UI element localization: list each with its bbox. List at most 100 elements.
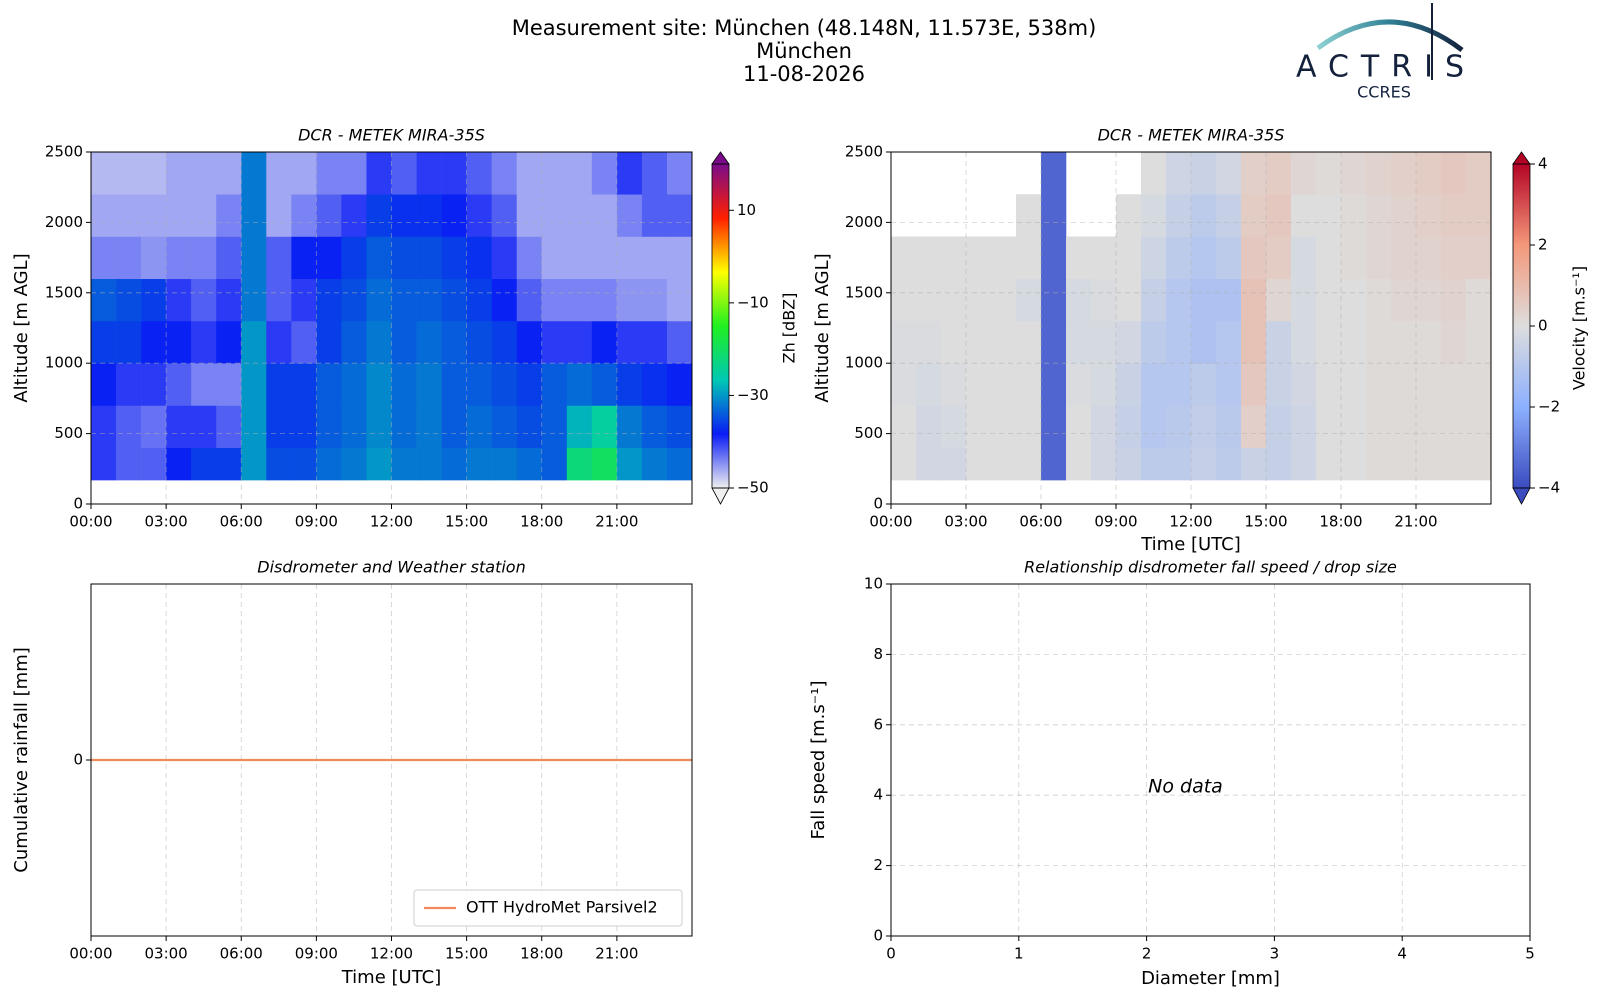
heat-cell xyxy=(141,363,167,406)
y-tick-label: 1000 xyxy=(845,354,883,372)
heat-cell xyxy=(316,363,342,406)
heat-cell xyxy=(1066,320,1092,364)
colorbar-tick-label: −50 xyxy=(737,479,769,497)
heat-cell xyxy=(166,320,192,364)
heat-cell xyxy=(941,405,967,448)
page-title: Measurement site: München (48.148N, 11.5… xyxy=(512,16,1097,40)
heat-cell xyxy=(516,447,543,481)
heat-cell xyxy=(191,447,217,481)
heat-cell xyxy=(166,447,192,481)
heat-cell xyxy=(1166,278,1192,322)
heat-cell xyxy=(1216,320,1242,364)
heat-cell xyxy=(391,320,417,364)
heat-cell xyxy=(241,152,267,195)
heat-cell xyxy=(891,278,917,322)
colorbar-extend-bottom xyxy=(711,487,730,505)
heat-cell xyxy=(1066,278,1092,322)
heat-cell xyxy=(491,363,518,406)
heat-cell xyxy=(441,363,467,406)
y-tick-label: 8 xyxy=(873,645,883,663)
heat-cell xyxy=(1116,278,1142,322)
heat-cell xyxy=(1366,278,1392,322)
heat-cell xyxy=(341,447,367,481)
y-tick-label: 4 xyxy=(873,786,883,804)
y-tick-label: 0 xyxy=(73,751,83,769)
heat-cell xyxy=(1191,152,1217,195)
heat-cell xyxy=(91,405,117,448)
heat-cell xyxy=(1366,447,1392,481)
heat-cell xyxy=(916,405,942,448)
heat-cell xyxy=(491,278,518,322)
heat-cell xyxy=(1391,236,1417,280)
heat-cell xyxy=(366,363,392,406)
heat-cell xyxy=(316,405,342,448)
heat-cell xyxy=(391,194,417,237)
heat-cell xyxy=(541,320,568,364)
heat-cell xyxy=(1416,278,1442,322)
heat-cell xyxy=(366,194,392,237)
heat-cell xyxy=(491,194,518,237)
heat-cell xyxy=(941,320,967,364)
y-tick-label: 1000 xyxy=(45,354,83,372)
heat-cell xyxy=(991,278,1017,322)
heat-cell xyxy=(991,405,1017,448)
heat-cell xyxy=(1091,363,1117,406)
heat-cell xyxy=(1416,363,1442,406)
heat-cell xyxy=(616,405,643,448)
heat-cell xyxy=(1041,236,1067,280)
heat-cell xyxy=(1416,447,1442,481)
heat-cell xyxy=(216,447,242,481)
heat-cell xyxy=(991,363,1017,406)
colorbar-extend-top xyxy=(1512,151,1531,165)
heat-cell xyxy=(966,278,992,322)
heat-cell xyxy=(1466,405,1492,448)
x-tick-label: 12:00 xyxy=(370,513,413,531)
heat-cell xyxy=(666,278,693,322)
heat-cell xyxy=(1391,194,1417,237)
heat-cell xyxy=(916,363,942,406)
heat-cell xyxy=(141,278,167,322)
heat-cell xyxy=(166,194,192,237)
heat-cell xyxy=(1316,405,1342,448)
heat-cell xyxy=(1266,447,1292,481)
heat-cell xyxy=(591,405,618,448)
x-tick-label: 12:00 xyxy=(370,945,413,963)
heat-cell xyxy=(91,236,117,280)
heat-cell xyxy=(466,152,492,195)
heat-cell xyxy=(316,278,342,322)
heat-cell xyxy=(991,236,1017,280)
heat-cell xyxy=(466,447,492,481)
x-tick-label: 21:00 xyxy=(1394,513,1437,531)
heat-cell xyxy=(191,320,217,364)
heat-cell xyxy=(141,152,167,195)
y-tick-label: 2 xyxy=(873,856,883,874)
page-subtitle: München xyxy=(756,39,852,63)
heat-cell xyxy=(1116,405,1142,448)
heat-cell xyxy=(1141,363,1167,406)
heat-cell xyxy=(391,278,417,322)
heat-cell xyxy=(441,236,467,280)
heat-cell xyxy=(616,363,643,406)
heat-cell xyxy=(1016,320,1042,364)
heat-cell xyxy=(566,320,593,364)
heat-cell xyxy=(1016,447,1042,481)
heat-cell xyxy=(491,152,518,195)
heat-cell xyxy=(516,320,543,364)
heat-cell xyxy=(1366,320,1392,364)
heat-cell xyxy=(1191,278,1217,322)
heat-cell xyxy=(641,363,668,406)
x-tick-label: 09:00 xyxy=(295,513,338,531)
heat-cell xyxy=(391,152,417,195)
heat-cell xyxy=(366,405,392,448)
heat-cell xyxy=(1191,447,1217,481)
heat-cell xyxy=(1366,405,1392,448)
axes-frame xyxy=(90,583,693,937)
heat-cell xyxy=(566,447,593,481)
heat-cell xyxy=(1241,194,1267,237)
heat-cell xyxy=(916,447,942,481)
heat-cell xyxy=(516,278,543,322)
heat-cell xyxy=(1441,447,1467,481)
heat-cell xyxy=(391,405,417,448)
heat-cell xyxy=(441,152,467,195)
colorbar-tick-label: 0 xyxy=(1538,317,1548,335)
